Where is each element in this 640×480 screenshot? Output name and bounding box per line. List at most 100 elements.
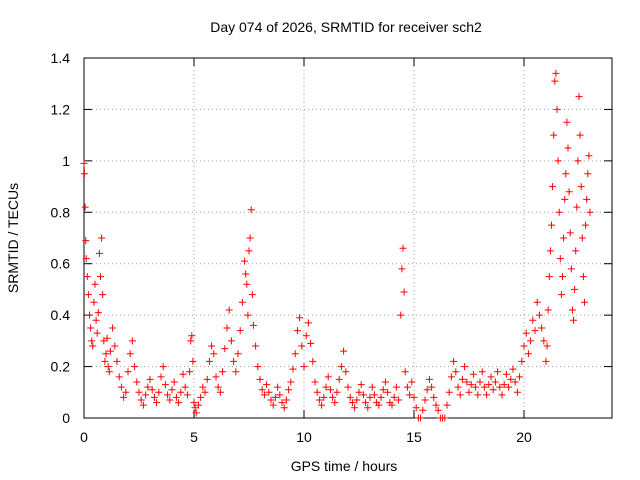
data-point [348, 399, 356, 407]
data-point [246, 234, 254, 242]
data-point [434, 406, 442, 414]
x-tick-label: 5 [190, 429, 198, 445]
data-point [355, 388, 363, 396]
data-point [298, 342, 306, 350]
data-point [216, 388, 224, 396]
data-point [201, 388, 209, 396]
data-point [104, 363, 112, 371]
data-point [583, 195, 591, 203]
data-point [289, 365, 297, 373]
data-point [513, 388, 521, 396]
data-point [456, 391, 464, 399]
data-point [529, 316, 537, 324]
data-point [357, 381, 365, 389]
data-point [241, 257, 249, 265]
data-point [500, 381, 508, 389]
y-tick-label: 0.4 [51, 307, 71, 323]
data-point [135, 388, 143, 396]
x-tick-label: 0 [80, 429, 88, 445]
data-point [562, 170, 570, 178]
data-point [548, 221, 555, 229]
data-point [124, 368, 132, 376]
data-point [518, 357, 526, 365]
data-point [243, 280, 251, 288]
data-point [551, 77, 559, 85]
data-point [232, 368, 240, 376]
data-point [189, 357, 197, 365]
data-point [423, 386, 431, 394]
data-point [111, 342, 119, 350]
y-tick-label: 1.4 [51, 50, 71, 66]
y-tick-label: 0.8 [51, 204, 71, 220]
data-point [351, 404, 359, 412]
data-point [287, 378, 295, 386]
data-point [197, 393, 205, 401]
data-point [445, 388, 453, 396]
data-point [148, 386, 156, 394]
data-point [181, 383, 189, 391]
data-point [379, 386, 387, 394]
data-point [568, 306, 576, 314]
data-point [245, 247, 253, 255]
data-point [155, 388, 163, 396]
data-point [565, 188, 573, 196]
y-tick-label: 0.6 [51, 256, 71, 272]
data-point [388, 401, 396, 409]
data-point [128, 337, 136, 345]
data-point [553, 105, 561, 113]
data-point [346, 393, 354, 401]
x-tick-label: 15 [406, 429, 422, 445]
data-point [474, 391, 482, 399]
data-point [549, 183, 557, 191]
data-point [285, 386, 293, 394]
data-point [543, 342, 551, 350]
data-point [296, 314, 304, 322]
data-point [567, 265, 575, 273]
data-point [538, 324, 546, 332]
data-point [133, 378, 141, 386]
data-point [225, 306, 233, 314]
data-point [555, 208, 563, 216]
data-point [406, 391, 414, 399]
data-point [572, 247, 580, 255]
data-point [82, 237, 90, 245]
data-point [524, 350, 532, 358]
data-point [309, 357, 317, 365]
y-tick-label: 0.2 [51, 359, 71, 375]
data-point [333, 388, 341, 396]
data-point [375, 401, 383, 409]
data-point [397, 311, 405, 319]
data-point [188, 332, 196, 340]
data-point [265, 388, 273, 396]
data-point [550, 131, 558, 139]
grid-lines [84, 58, 612, 418]
data-point [113, 357, 121, 365]
data-point [186, 368, 194, 376]
data-point [381, 378, 389, 386]
data-point [282, 396, 290, 404]
data-point [172, 393, 180, 401]
data-point [502, 370, 510, 378]
data-point [221, 345, 229, 353]
data-point [331, 399, 339, 407]
data-point [122, 388, 130, 396]
data-point [441, 414, 449, 422]
data-point [546, 247, 554, 255]
data-point [293, 327, 301, 335]
data-point [452, 368, 460, 376]
data-point [450, 357, 458, 365]
data-point [337, 363, 345, 371]
data-point [258, 386, 266, 394]
data-point [417, 414, 425, 422]
data-point [311, 378, 319, 386]
data-point [131, 363, 139, 371]
data-point [496, 383, 504, 391]
data-point [324, 373, 332, 381]
data-point [577, 183, 585, 191]
data-point [227, 337, 235, 345]
data-point [403, 383, 411, 391]
data-point [247, 206, 255, 214]
data-point [467, 381, 475, 389]
axis-ticks: 0 0.2 0.4 0.6 0.8 1 1.2 1.4 0 5 10 15 20 [51, 50, 612, 445]
